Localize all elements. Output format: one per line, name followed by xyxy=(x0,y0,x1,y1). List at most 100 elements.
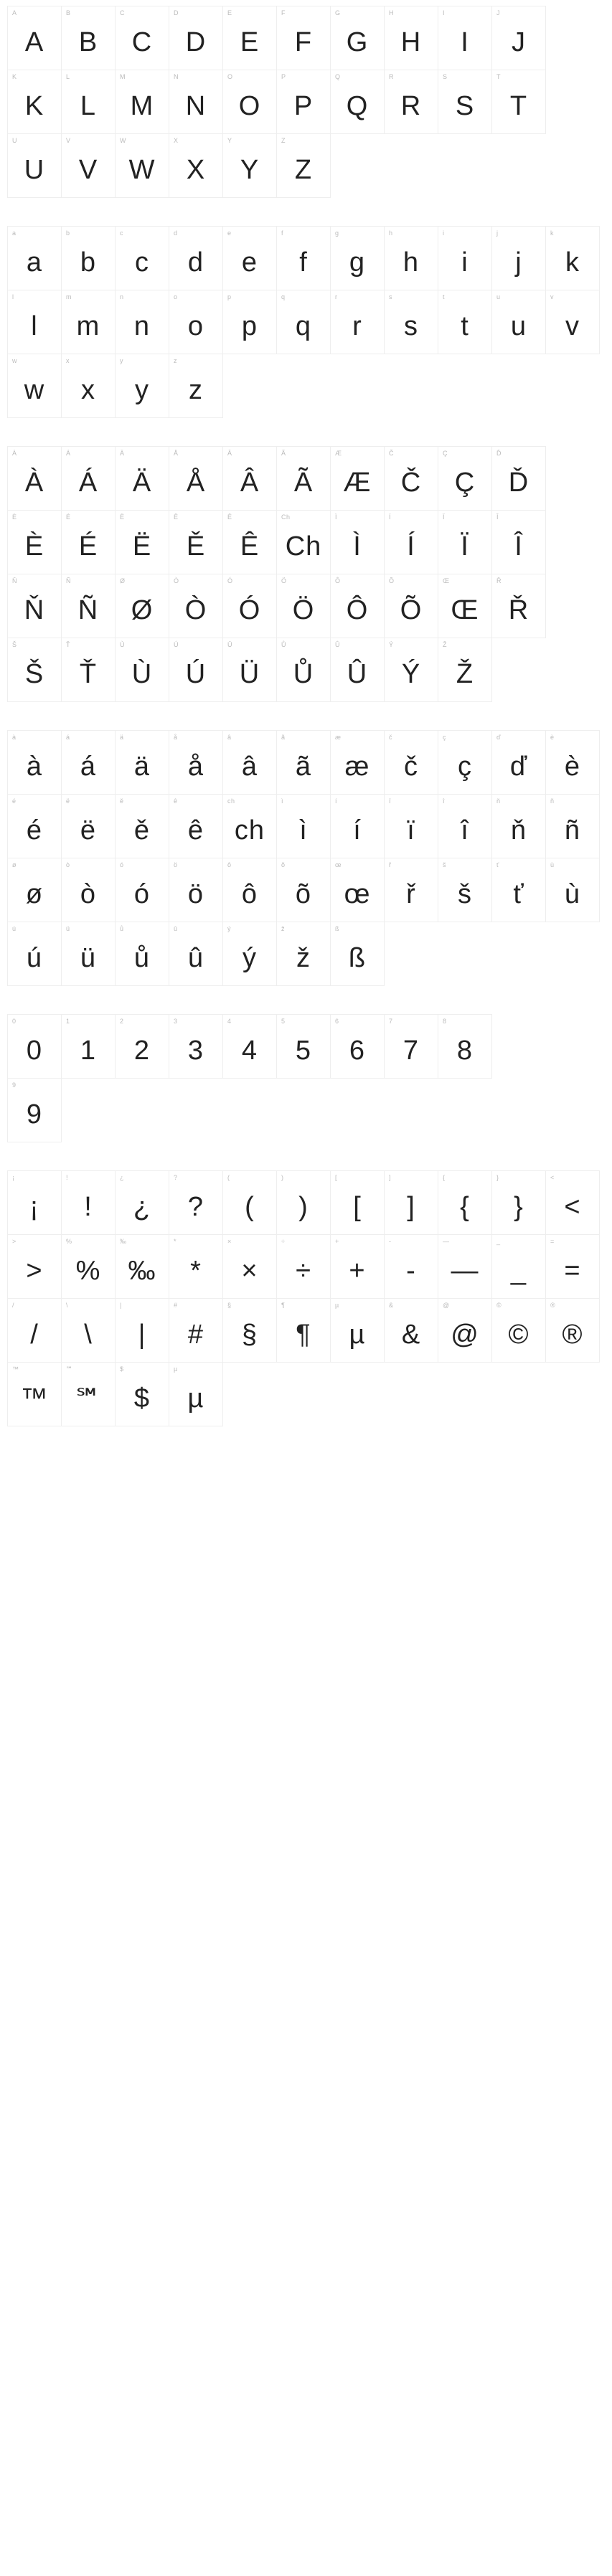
glyph-label: o xyxy=(174,293,178,300)
glyph-cell: yy xyxy=(115,354,169,418)
glyph-label: + xyxy=(335,1238,339,1245)
glyph-cell: $$ xyxy=(115,1362,169,1426)
glyph-label: / xyxy=(12,1302,14,1309)
glyph-cell: ++ xyxy=(330,1234,385,1299)
glyph-cell: ŮŮ xyxy=(276,638,331,702)
glyph-label: [ xyxy=(335,1174,337,1181)
glyph-cell: ŽŽ xyxy=(438,638,492,702)
glyph-grid: ¡¡!!¿¿??(())[[]]{{}}<<>>%%‰‰**××÷÷++--——… xyxy=(7,1170,607,1426)
glyph-label: & xyxy=(389,1302,394,1309)
glyph-char: | xyxy=(116,1299,169,1362)
glyph-cell: HH xyxy=(384,6,438,70)
glyph-label: L xyxy=(66,73,70,80)
glyph-cell: QQ xyxy=(330,70,385,134)
glyph-char: { xyxy=(438,1171,491,1234)
glyph-cell: RR xyxy=(384,70,438,134)
glyph-label: v xyxy=(550,293,554,300)
glyph-label: Ů xyxy=(281,641,286,648)
glyph-cell: ßß xyxy=(330,922,385,986)
glyph-cell: @@ xyxy=(438,1298,492,1363)
glyph-label: ý xyxy=(227,925,231,932)
glyph-label: Ô xyxy=(335,577,341,584)
glyph-cell: ÏÏ xyxy=(438,510,492,574)
glyph-char: r xyxy=(331,290,384,354)
glyph-label: ã xyxy=(281,734,286,741)
glyph-cell: 11 xyxy=(61,1014,116,1079)
glyph-cell: ÛÛ xyxy=(330,638,385,702)
glyph-label: 8 xyxy=(443,1018,447,1025)
glyph-grid: AABBCCDDEEFFGGHHIIJJKKLLMMNNOOPPQQRRSSTT… xyxy=(7,6,552,197)
glyph-cell: ÁÁ xyxy=(61,446,116,511)
glyph-cell: [[ xyxy=(330,1170,385,1235)
glyph-label: 1 xyxy=(66,1018,70,1025)
glyph-cell: îî xyxy=(438,794,492,858)
glyph-cell: pp xyxy=(222,290,277,354)
glyph-label: — xyxy=(443,1238,450,1245)
glyph-label: U xyxy=(12,137,17,144)
glyph-cell: ii xyxy=(438,226,492,290)
glyph-cell: çç xyxy=(438,730,492,795)
glyph-label: > xyxy=(12,1238,17,1245)
glyph-cell: ìì xyxy=(276,794,331,858)
glyph-label: ! xyxy=(66,1174,68,1181)
glyph-label: ï xyxy=(389,797,391,805)
glyph-cell: ňň xyxy=(491,794,546,858)
glyph-label: Ý xyxy=(389,641,394,648)
glyph-label: Á xyxy=(66,450,71,457)
glyph-cell: ×× xyxy=(222,1234,277,1299)
glyph-label: ? xyxy=(174,1174,178,1181)
glyph-cell: ûû xyxy=(169,922,223,986)
glyph-cell: XX xyxy=(169,133,223,198)
glyph-label: N xyxy=(174,73,179,80)
glyph-cell: TT xyxy=(491,70,546,134)
glyph-cell: AA xyxy=(7,6,62,70)
glyph-cell: õõ xyxy=(276,858,331,922)
glyph-char: í xyxy=(331,795,384,858)
glyph-label: q xyxy=(281,293,286,300)
glyph-cell: ŠŠ xyxy=(7,638,62,702)
glyph-label: Ø xyxy=(120,577,126,584)
glyph-label: _ xyxy=(496,1238,501,1245)
glyph-label: t xyxy=(443,293,445,300)
glyph-label: á xyxy=(66,734,70,741)
glyph-cell: čč xyxy=(384,730,438,795)
glyph-label: 3 xyxy=(174,1018,178,1025)
glyph-label: u xyxy=(496,293,501,300)
glyph-label: Ç xyxy=(443,450,448,457)
glyph-label: ê xyxy=(174,797,178,805)
glyph-cell: ℠℠ xyxy=(61,1362,116,1426)
glyph-label: æ xyxy=(335,734,342,741)
glyph-label: â xyxy=(227,734,232,741)
glyph-label: œ xyxy=(335,861,342,868)
glyph-cell: 33 xyxy=(169,1014,223,1079)
glyph-cell: ÕÕ xyxy=(384,574,438,638)
glyph-cell: gg xyxy=(330,226,385,290)
glyph-label: p xyxy=(227,293,232,300)
glyph-table-root: AABBCCDDEEFFGGHHIIJJKKLLMMNNOOPPQQRRSSTT… xyxy=(7,6,605,1426)
glyph-cell: éé xyxy=(7,794,62,858)
glyph-cell: ÎÎ xyxy=(491,510,546,574)
glyph-char: l xyxy=(8,290,61,354)
glyph-label: 7 xyxy=(389,1018,393,1025)
glyph-cell: YY xyxy=(222,133,277,198)
glyph-char: ì xyxy=(277,795,330,858)
glyph-label: = xyxy=(550,1238,555,1245)
glyph-cell: BB xyxy=(61,6,116,70)
glyph-label: X xyxy=(174,137,179,144)
glyph-cell: ĎĎ xyxy=(491,446,546,511)
glyph-char: ( xyxy=(223,1171,276,1234)
glyph-char: t xyxy=(438,290,491,354)
glyph-cell: tt xyxy=(438,290,492,354)
glyph-char: Ì xyxy=(331,511,384,574)
glyph-cell: uu xyxy=(491,290,546,354)
glyph-label: Ch xyxy=(281,513,291,521)
glyph-cell: ## xyxy=(169,1298,223,1363)
glyph-cell: ÈÈ xyxy=(7,510,62,574)
glyph-cell: ÖÖ xyxy=(276,574,331,638)
glyph-label: ď xyxy=(496,734,501,741)
glyph-cell: KK xyxy=(7,70,62,134)
glyph-label: Ã xyxy=(281,450,286,457)
glyph-label: A xyxy=(12,9,17,16)
glyph-label: Š xyxy=(12,641,17,648)
glyph-label: Ť xyxy=(66,641,70,648)
